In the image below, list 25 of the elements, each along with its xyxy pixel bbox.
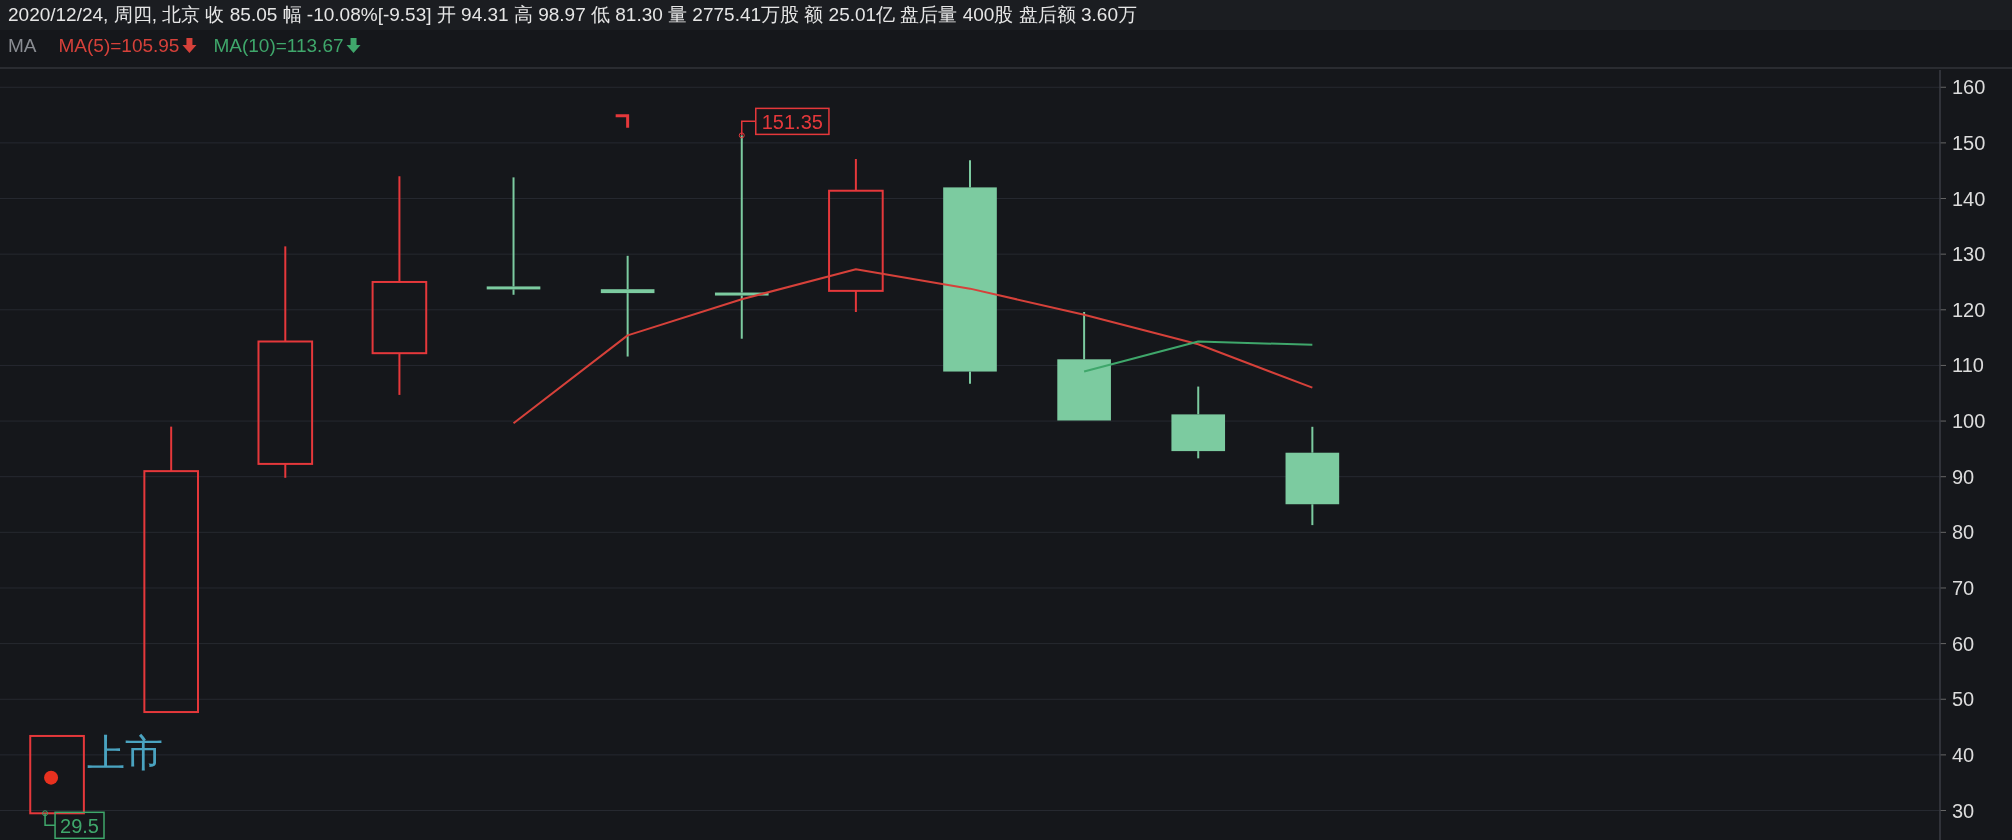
annotation: 上市 <box>44 731 163 785</box>
y-tick-label: 100 <box>1952 410 1986 433</box>
annotation: 29.5 <box>42 810 105 840</box>
y-tick-label: 140 <box>1952 187 1986 210</box>
y-tick-label: 70 <box>1952 576 1975 599</box>
y-tick-label: 160 <box>1952 76 1986 99</box>
legend-label: MA(10)=113.67 <box>213 35 344 56</box>
y-tick-label: 50 <box>1952 688 1975 711</box>
y-tick-label: 30 <box>1952 799 1975 822</box>
y-tick-label: 150 <box>1952 131 1986 154</box>
legend-title: MA <box>8 35 37 56</box>
legend-label: MA(5)=105.95 <box>58 35 180 56</box>
legend: MA MA(5)=105.95 MA(10)=113.67 <box>8 35 361 56</box>
annotation: 上市 <box>86 731 163 774</box>
y-tick-label: 120 <box>1952 298 1986 321</box>
chart-title: 2020/12/24, 周四, 北京 收 85.05 幅 -10.08%[-9.53] 开 94.31 高 98.97 低 81.30 量 2775.41万股 额 25.01亿 盘后量 400股 盘后额 3.60万 <box>8 4 1137 25</box>
y-tick-label: 80 <box>1952 521 1975 544</box>
y-tick-label: 110 <box>1952 354 1984 377</box>
y-tick-label: 90 <box>1952 465 1975 488</box>
annotation: 151.35 <box>761 111 823 134</box>
annotation: 151.35 <box>738 107 830 139</box>
y-tick-label: 130 <box>1952 243 1986 266</box>
y-tick-label: 60 <box>1952 632 1975 655</box>
annotation: 29.5 <box>60 815 99 838</box>
y-tick-label: 40 <box>1952 743 1975 766</box>
